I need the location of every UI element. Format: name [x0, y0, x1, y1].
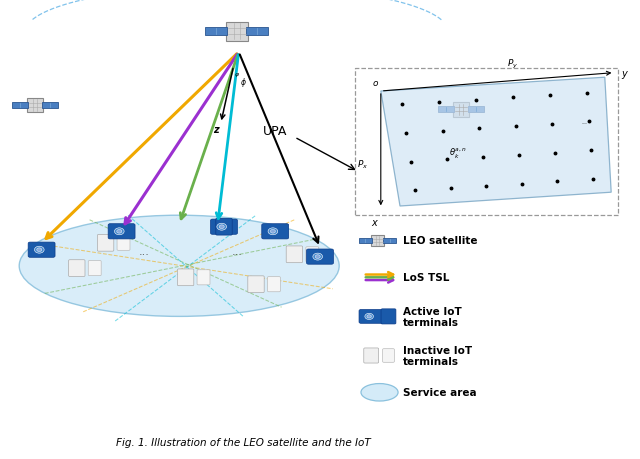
Text: Active IoT
terminals: Active IoT terminals	[403, 306, 462, 327]
Circle shape	[115, 228, 124, 235]
Text: UPA: UPA	[263, 124, 287, 137]
Text: x: x	[372, 218, 377, 228]
Text: $\varphi$: $\varphi$	[234, 71, 240, 79]
FancyBboxPatch shape	[42, 103, 58, 108]
FancyBboxPatch shape	[117, 236, 130, 251]
Text: LoS TSL: LoS TSL	[403, 273, 449, 283]
FancyBboxPatch shape	[262, 224, 289, 240]
FancyBboxPatch shape	[383, 349, 394, 363]
Text: ...: ...	[232, 246, 242, 256]
FancyBboxPatch shape	[268, 277, 280, 292]
FancyBboxPatch shape	[359, 238, 372, 244]
FancyBboxPatch shape	[383, 238, 396, 244]
Text: Fig. 1. Illustration of the LEO satellite and the IoT: Fig. 1. Illustration of the LEO satellit…	[116, 437, 371, 448]
FancyBboxPatch shape	[438, 107, 454, 113]
FancyBboxPatch shape	[197, 270, 210, 285]
FancyBboxPatch shape	[205, 28, 227, 36]
FancyBboxPatch shape	[306, 247, 319, 262]
FancyBboxPatch shape	[12, 103, 28, 108]
FancyBboxPatch shape	[452, 103, 469, 118]
FancyBboxPatch shape	[88, 261, 101, 276]
Circle shape	[116, 230, 122, 234]
Text: $\theta_k^{a,n}$: $\theta_k^{a,n}$	[449, 147, 467, 161]
FancyBboxPatch shape	[371, 235, 385, 247]
Ellipse shape	[19, 216, 339, 317]
Circle shape	[268, 228, 278, 235]
Text: Service area: Service area	[403, 387, 477, 397]
FancyBboxPatch shape	[28, 242, 55, 257]
FancyBboxPatch shape	[97, 235, 114, 252]
FancyBboxPatch shape	[248, 276, 264, 293]
FancyBboxPatch shape	[108, 224, 135, 240]
Text: o: o	[372, 79, 378, 88]
Ellipse shape	[361, 384, 398, 401]
Text: $P_y$: $P_y$	[507, 58, 518, 71]
FancyBboxPatch shape	[226, 22, 248, 42]
FancyBboxPatch shape	[355, 69, 618, 216]
Circle shape	[217, 224, 227, 231]
FancyBboxPatch shape	[216, 219, 232, 235]
Circle shape	[365, 313, 374, 320]
FancyBboxPatch shape	[468, 107, 484, 113]
Text: Inactive IoT
terminals: Inactive IoT terminals	[403, 345, 472, 366]
FancyBboxPatch shape	[27, 98, 44, 113]
Circle shape	[270, 230, 275, 234]
Text: z: z	[214, 124, 219, 134]
FancyBboxPatch shape	[246, 28, 268, 36]
Circle shape	[315, 255, 320, 259]
FancyBboxPatch shape	[359, 310, 383, 324]
Text: ...: ...	[139, 246, 149, 256]
FancyBboxPatch shape	[381, 309, 396, 324]
Circle shape	[35, 246, 44, 254]
Polygon shape	[381, 78, 611, 207]
FancyBboxPatch shape	[68, 260, 85, 277]
Text: LEO satellite: LEO satellite	[403, 236, 477, 246]
Text: y: y	[621, 68, 627, 78]
FancyBboxPatch shape	[286, 246, 303, 263]
FancyBboxPatch shape	[307, 250, 333, 264]
Circle shape	[219, 225, 224, 229]
FancyBboxPatch shape	[177, 269, 194, 286]
Circle shape	[367, 315, 371, 319]
Circle shape	[36, 248, 42, 252]
Text: $P_x$: $P_x$	[356, 158, 368, 171]
Circle shape	[313, 253, 323, 261]
FancyBboxPatch shape	[364, 348, 379, 363]
Text: $\phi$: $\phi$	[240, 76, 246, 89]
Text: ...: ...	[581, 120, 587, 125]
FancyBboxPatch shape	[211, 220, 237, 235]
